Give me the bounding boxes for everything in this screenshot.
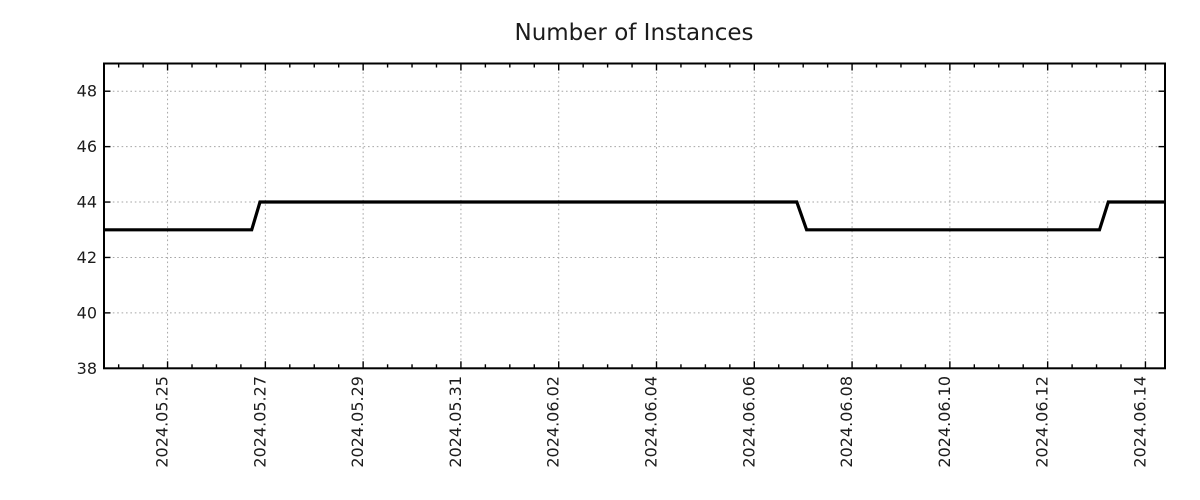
y-tick-label: 46 [77, 137, 97, 156]
x-tick-label: 2024.06.14 [1130, 376, 1149, 468]
x-tick-label: 2024.05.27 [250, 376, 269, 468]
x-tick-label: 2024.06.10 [935, 376, 954, 468]
x-tick-label: 2024.06.02 [544, 376, 563, 468]
y-tick-label: 48 [77, 82, 97, 101]
x-tick-label: 2024.05.25 [153, 376, 172, 468]
y-tick-label: 40 [77, 303, 97, 322]
y-tick-label: 38 [77, 359, 97, 378]
plot-border [103, 62, 1166, 370]
series-line [104, 200, 1165, 232]
x-tick-label: 2024.05.29 [348, 376, 367, 468]
x-tick-label: 2024.05.31 [446, 376, 465, 468]
y-tick-label: 44 [77, 193, 97, 212]
plot-area: 38 40 42 44 46 48 2024.05.25 2024.05.27 2024.05.… [77, 62, 1166, 468]
x-tick-label: 2024.06.04 [642, 376, 661, 468]
chart-title: Number of Instances [515, 20, 754, 46]
x-tick-label: 2024.06.12 [1033, 376, 1052, 468]
x-tick-label: 2024.06.06 [739, 376, 758, 468]
x-tick-label: 2024.06.08 [837, 376, 856, 468]
y-tick-label: 42 [77, 248, 97, 267]
